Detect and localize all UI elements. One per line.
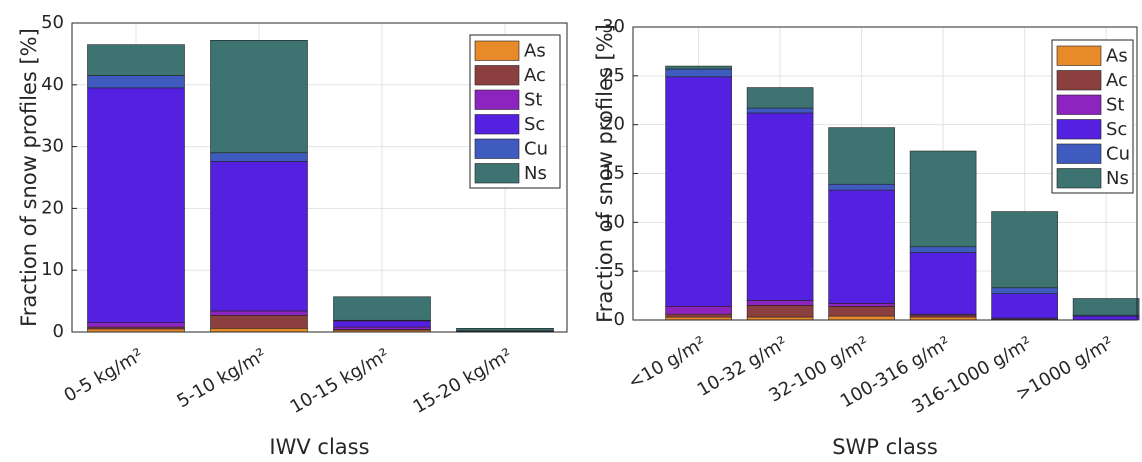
- bar-segment: [746, 112, 814, 301]
- legend-swatch: [474, 114, 520, 135]
- y-axis-label: Fraction of snow profiles [%]: [593, 24, 617, 323]
- legend-label: St: [524, 89, 542, 110]
- bar-segment: [746, 305, 814, 318]
- legend-label: As: [524, 40, 546, 61]
- bar-segment: [210, 40, 308, 154]
- bar-segment: [828, 127, 895, 185]
- legend-swatch: [474, 89, 520, 110]
- bar-segment: [746, 300, 814, 306]
- bar-segment: [87, 44, 185, 76]
- legend-label: Ac: [1106, 70, 1128, 91]
- axes-box: [71, 22, 568, 333]
- bar-segment: [991, 293, 1058, 319]
- bar-segment: [828, 306, 895, 317]
- legend-swatch: [474, 65, 520, 86]
- legend-label: As: [1106, 45, 1128, 66]
- y-tick-label: 20: [41, 197, 64, 218]
- y-tick-label: 5: [614, 260, 625, 281]
- y-tick-label: 40: [41, 74, 64, 95]
- bar-segment: [665, 68, 732, 78]
- bar-segment: [991, 287, 1058, 294]
- legend-label: Ns: [524, 163, 547, 184]
- bar-segment: [828, 315, 895, 321]
- bar-segment: [1072, 298, 1140, 316]
- y-tick-label: 0: [53, 321, 64, 342]
- bar-segment: [665, 313, 732, 318]
- x-tick-label: 15-20 kg/m²: [410, 344, 516, 418]
- bar-segment: [210, 315, 308, 329]
- bar-segment: [210, 152, 308, 162]
- legend-label: Sc: [1106, 119, 1127, 140]
- y-tick-label: 0: [614, 309, 625, 330]
- y-tick-label: 30: [602, 16, 625, 37]
- legend-label: Ns: [1106, 168, 1129, 189]
- bar-segment: [87, 322, 185, 328]
- bar-segment: [909, 150, 977, 248]
- bar-segment: [665, 306, 732, 315]
- legend-label: St: [1106, 94, 1124, 115]
- bar-segment: [210, 327, 308, 333]
- legend-label: Sc: [524, 114, 545, 135]
- axes-box: [632, 26, 1138, 321]
- bar-segment: [991, 211, 1058, 289]
- bar-segment: [1072, 315, 1140, 321]
- y-tick-label: 30: [41, 136, 64, 157]
- y-axis-label: Fraction of snow profiles [%]: [17, 28, 41, 327]
- bar-segment: [665, 65, 732, 70]
- y-tick-label: 10: [602, 211, 625, 232]
- y-tick-label: 50: [41, 12, 64, 33]
- bar-segment: [828, 303, 895, 307]
- bar-segment: [456, 327, 554, 332]
- legend-swatch: [1056, 94, 1102, 115]
- y-tick-label: 15: [602, 163, 625, 184]
- bar-segment: [87, 87, 185, 324]
- y-tick-label: 20: [602, 114, 625, 135]
- legend-swatch: [1056, 119, 1102, 140]
- bar-segment: [828, 189, 895, 304]
- bar-segment: [333, 296, 431, 321]
- bar-segment: [87, 75, 185, 89]
- bar-segment: [828, 183, 895, 191]
- bar-segment: [333, 320, 431, 328]
- bar-segment: [665, 76, 732, 307]
- x-axis-label: SWP class: [832, 435, 938, 459]
- x-tick-label: 5-10 kg/m²: [174, 344, 270, 412]
- legend-swatch: [474, 163, 520, 184]
- x-tick-label: 0-5 kg/m²: [60, 344, 147, 406]
- legend-swatch: [1056, 70, 1102, 91]
- legend-swatch: [474, 40, 520, 61]
- legend-label: Cu: [1106, 143, 1130, 164]
- bar-segment: [333, 326, 431, 330]
- bar-segment: [746, 107, 814, 114]
- bar-segment: [909, 246, 977, 253]
- y-tick-label: 25: [602, 65, 625, 86]
- legend-label: Ac: [524, 65, 546, 86]
- bar-segment: [210, 310, 308, 316]
- legend-swatch: [1056, 168, 1102, 189]
- x-tick-label: 10-15 kg/m²: [287, 344, 393, 418]
- y-tick-label: 10: [41, 259, 64, 280]
- legend-swatch: [474, 138, 520, 159]
- bar-segment: [210, 161, 308, 312]
- x-axis-label: IWV class: [269, 435, 369, 459]
- legend-swatch: [1056, 45, 1102, 66]
- bar-segment: [909, 252, 977, 315]
- legend-swatch: [1056, 143, 1102, 164]
- bar-segment: [746, 87, 814, 109]
- legend-label: Cu: [524, 138, 548, 159]
